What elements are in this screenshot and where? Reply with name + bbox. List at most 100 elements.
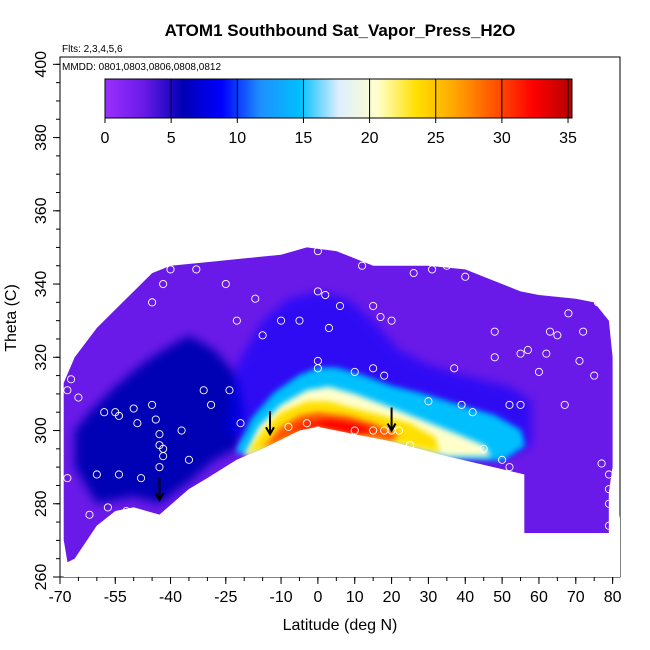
observation-point	[103, 503, 112, 512]
observation-point	[424, 397, 433, 406]
observation-point	[114, 470, 123, 479]
observation-point	[335, 301, 345, 311]
x-tick-label: 70	[567, 589, 585, 606]
observation-point	[100, 408, 109, 417]
observation-point	[545, 327, 555, 336]
y-tick-label: 300	[33, 417, 50, 444]
observation-point	[597, 459, 606, 468]
observation-point	[148, 298, 157, 307]
x-tick-label: 40	[456, 589, 474, 606]
observation-point	[387, 316, 396, 325]
field-lower-mask	[63, 426, 620, 577]
colorbar-tick-label: 25	[427, 130, 445, 147]
observation-point	[534, 367, 543, 376]
x-axis-label: Latitude (deg N)	[283, 617, 398, 634]
x-tick-label: 30	[420, 589, 438, 606]
observation-point	[369, 426, 378, 435]
observation-point	[313, 364, 322, 373]
observation-point	[468, 408, 477, 417]
observation-point	[122, 507, 131, 516]
observation-point	[358, 261, 367, 270]
observation-point	[604, 470, 613, 479]
observation-point	[67, 375, 76, 384]
observation-point	[442, 466, 451, 475]
observation-points	[63, 247, 613, 530]
x-tick-label: -40	[159, 589, 182, 606]
observation-point	[516, 349, 525, 358]
observation-point	[523, 345, 532, 355]
colorbar-ticks: 0 5 10 15 20 25 30 35	[101, 79, 577, 147]
colorbar: 0 5 10 15 20 25 30 35	[101, 78, 577, 147]
observation-point	[461, 272, 470, 281]
observation-point	[490, 353, 499, 362]
observation-point	[479, 444, 488, 453]
observation-point	[564, 309, 573, 318]
observation-point	[92, 470, 101, 479]
observation-point	[369, 364, 378, 373]
observation-point	[225, 386, 234, 395]
observation-point	[159, 279, 168, 289]
x-tick-label: 60	[530, 589, 548, 606]
observation-point	[199, 386, 208, 395]
observation-point	[350, 367, 359, 376]
observation-point	[313, 433, 322, 442]
colorbar-tick-label: 10	[228, 130, 246, 147]
observation-point	[129, 404, 138, 413]
observation-point	[221, 279, 230, 289]
observation-point	[579, 327, 588, 336]
observation-point	[560, 400, 569, 409]
y-tick-label: 320	[33, 344, 50, 371]
arrow-down-icon	[265, 411, 275, 437]
observation-point	[192, 265, 201, 274]
y-tick-label: 260	[33, 564, 50, 591]
y-axis-label: Theta (C)	[3, 284, 20, 352]
observation-point	[313, 287, 322, 296]
observation-point	[380, 371, 389, 380]
observation-point	[277, 316, 286, 325]
observation-point	[258, 331, 267, 340]
observation-point	[284, 422, 293, 431]
x-tick-label: 50	[493, 589, 511, 606]
observation-point	[424, 463, 433, 472]
arrow-down-icon	[154, 477, 165, 503]
observation-point	[442, 261, 451, 270]
observation-point	[516, 400, 525, 409]
heatmap-field	[63, 247, 620, 577]
y-tick-label: 340	[33, 271, 50, 298]
observation-point	[184, 455, 193, 464]
y-tick-label: 360	[33, 197, 50, 224]
flights-note: Flts: 2,3,4,5,6	[62, 44, 123, 55]
y-tick-label: 380	[33, 124, 50, 151]
x-tick-label: -10	[269, 589, 292, 606]
x-tick-label: 0	[313, 589, 322, 606]
colorbar-tick-label: 15	[295, 130, 313, 147]
observation-point	[457, 400, 466, 409]
colorbar-scale	[104, 78, 573, 119]
observation-point	[575, 356, 584, 365]
observation-point	[542, 349, 551, 358]
x-tick-label: -25	[214, 589, 237, 606]
y-axis: 260 280 300 320 340 360 380 400	[33, 51, 60, 590]
flight-arrows	[154, 407, 397, 503]
observation-point	[553, 331, 562, 340]
arrow-down-icon	[386, 407, 397, 433]
dates-note: MMDD: 0801,0803,0806,0808,0812	[62, 62, 221, 73]
observation-point	[604, 521, 613, 530]
x-tick-label: 10	[346, 589, 364, 606]
x-tick-label: -70	[48, 589, 71, 606]
observation-point	[236, 419, 245, 428]
observation-point	[498, 455, 507, 464]
observation-point	[405, 441, 415, 450]
observation-point	[350, 426, 359, 435]
observation-point	[409, 269, 418, 278]
observation-point	[428, 265, 437, 274]
contour-top-30	[262, 412, 399, 449]
colorbar-tick-label: 35	[559, 130, 577, 147]
observation-point	[604, 499, 613, 508]
arrow-head	[386, 423, 397, 433]
observation-point	[177, 426, 186, 435]
observation-point	[114, 411, 123, 420]
observation-point	[394, 426, 403, 435]
observation-point	[369, 301, 378, 311]
